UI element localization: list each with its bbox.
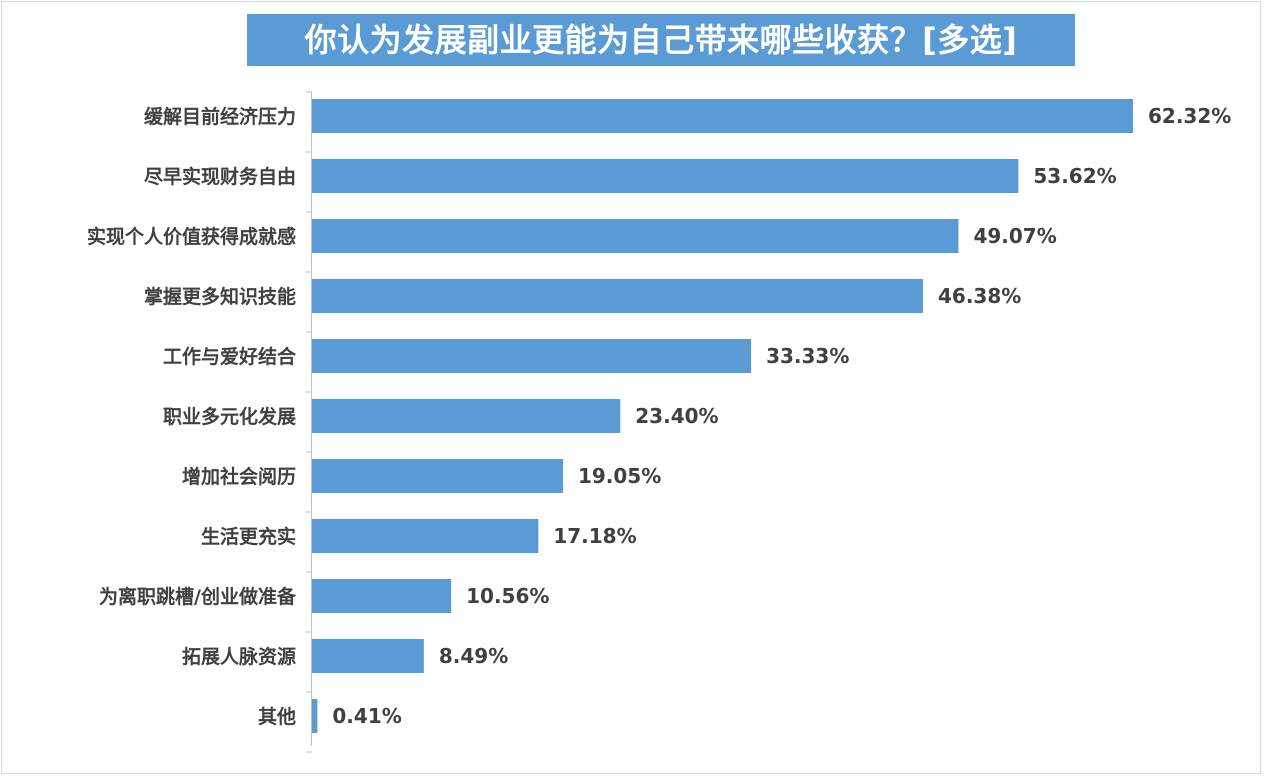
bar [312,519,539,553]
data-label: 46.38% [938,284,1021,308]
data-label: 23.40% [635,404,718,428]
category-label: 职业多元化发展 [163,405,296,428]
category-label: 增加社会阅历 [182,465,296,488]
category-label: 工作与爱好结合 [163,345,297,368]
category-label: 拓展人脉资源 [182,645,296,668]
data-label: 19.05% [578,464,661,488]
data-label: 17.18% [553,524,636,548]
data-label: 10.56% [466,584,549,608]
chart-title: 你认为发展副业更能为自己带来哪些收获？[多选] [247,14,1075,66]
bar [312,399,621,433]
bar [312,219,959,253]
data-label: 49.07% [973,224,1056,248]
category-label: 实现个人价值获得成就感 [87,225,296,248]
category-label: 尽早实现财务自由 [144,165,296,188]
bar [312,99,1133,133]
category-label: 其他 [258,705,296,728]
bar [312,639,424,673]
category-label: 缓解目前经济压力 [144,105,296,128]
data-label: 8.49% [439,644,508,668]
data-label: 53.62% [1033,164,1116,188]
category-label: 为离职跳槽/创业做准备 [99,585,297,608]
bar [312,339,752,373]
data-label: 33.33% [766,344,849,368]
bar [312,579,452,613]
bar [312,159,1019,193]
data-label: 0.41% [332,704,401,728]
category-label: 生活更充实 [201,525,296,548]
bar [312,279,924,313]
category-label: 掌握更多知识技能 [144,285,296,308]
bar [312,459,563,493]
data-label: 62.32% [1148,104,1231,128]
bar [312,699,318,733]
